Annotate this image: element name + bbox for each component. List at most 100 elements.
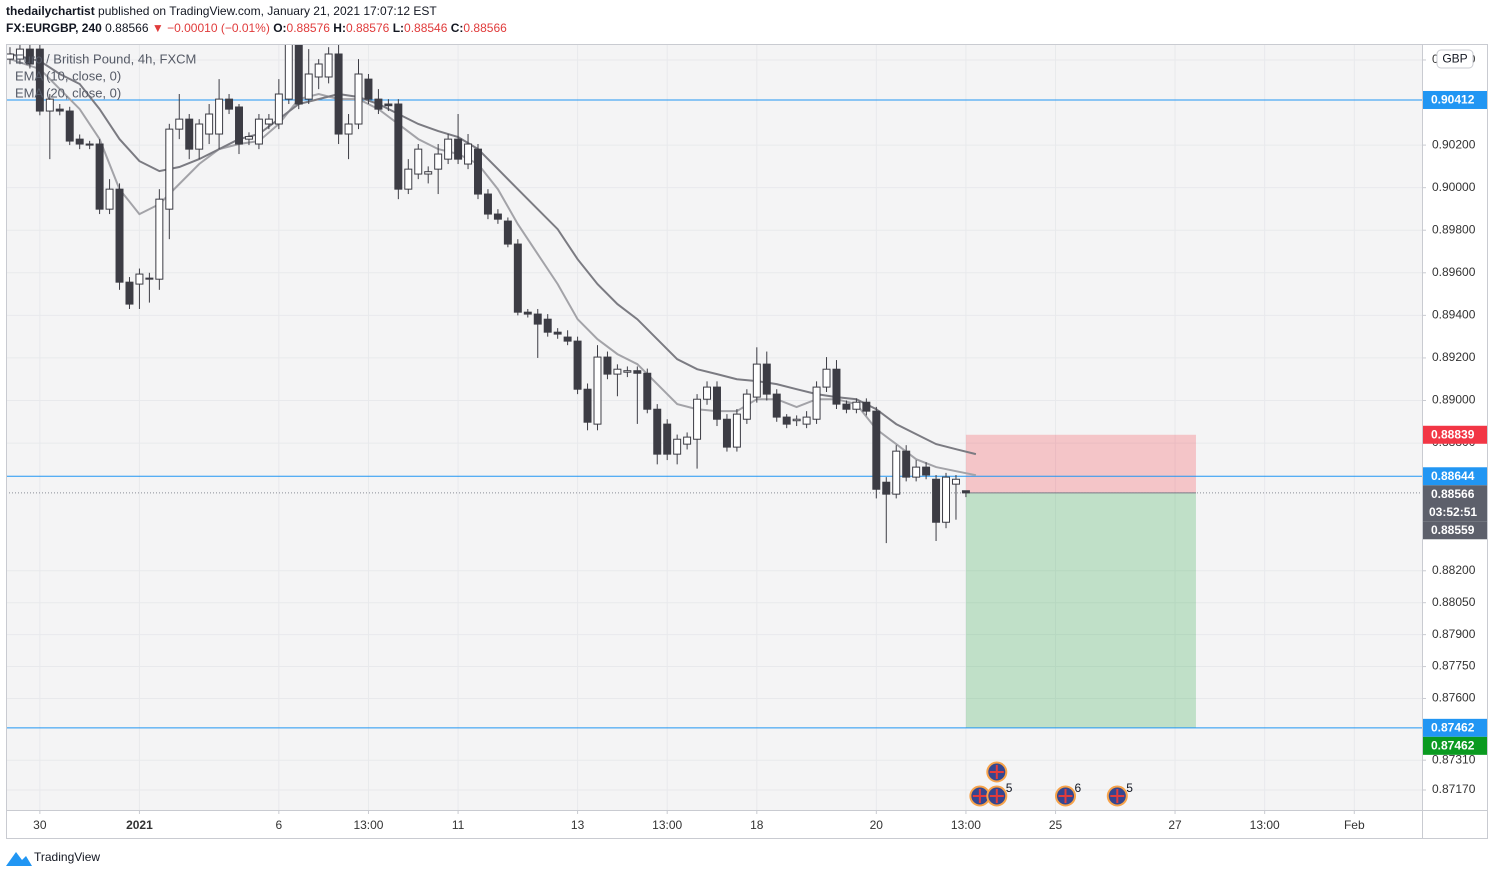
candle-body	[235, 106, 243, 145]
price-label-box	[1423, 485, 1487, 522]
candle-body	[832, 368, 841, 405]
candle-body	[165, 128, 174, 210]
event-flag	[1110, 789, 1125, 803]
candle-body	[932, 478, 941, 523]
ohlc-label: L:	[393, 21, 404, 35]
candle-body	[503, 220, 512, 245]
price-label: 0.88839	[1431, 427, 1475, 441]
countdown: 03:52:51	[1429, 505, 1477, 519]
candle-body	[543, 318, 552, 333]
y-tick-label: 0.89600	[1432, 265, 1476, 279]
candle-body	[703, 386, 712, 400]
axes: 0.906000.902000.900000.898000.896000.894…	[33, 52, 1476, 832]
price-label: 0.87462	[1431, 721, 1475, 735]
x-tick-label: Feb	[1344, 818, 1365, 832]
candle-body	[513, 243, 522, 313]
y-tick-label: 0.88050	[1432, 595, 1476, 609]
candle-body	[553, 331, 562, 335]
y-tick-label: 0.87750	[1432, 659, 1476, 673]
overlay: Euro / British Pound, 4h, FXCM EMA (10, …	[15, 49, 1487, 807]
price-label: 0.87462	[1431, 739, 1475, 753]
candle-body	[95, 143, 104, 210]
candle-body	[344, 123, 353, 135]
y-tick-label: 0.89400	[1432, 308, 1476, 322]
candle-body	[961, 490, 970, 494]
price-label: 0.90412	[1431, 93, 1475, 107]
candle-body	[722, 418, 731, 448]
footer-logo: TradingView	[6, 850, 100, 866]
ohlc-label: H:	[333, 21, 346, 35]
price-label-box	[1423, 521, 1487, 540]
candle-body	[155, 198, 164, 280]
candle-body	[732, 413, 741, 448]
frame	[6, 44, 1488, 839]
candle-body	[424, 171, 433, 175]
candle-body	[205, 113, 214, 135]
candle-body	[185, 118, 194, 150]
x-tick-label: 30	[33, 818, 47, 832]
candle-body	[274, 93, 283, 125]
x-tick-label: 13:00	[353, 818, 383, 832]
stop-zone	[965, 434, 1196, 493]
candle-body	[673, 438, 682, 455]
candle-body	[264, 118, 273, 125]
candle-body	[105, 188, 114, 210]
symbol-line: FX:EURGBP, 240 0.88566 ▼ −0.00010 (−0.01…	[6, 21, 507, 35]
candle-body	[464, 143, 473, 165]
symbol: FX:EURGBP, 240	[6, 21, 102, 35]
candle-body	[225, 98, 234, 110]
candle-body	[792, 418, 801, 422]
published: published on TradingView.com, January 21…	[98, 4, 437, 18]
candle-body	[6, 53, 14, 60]
candle-body	[215, 98, 224, 135]
candle-body	[563, 336, 572, 342]
candle-body	[653, 408, 662, 455]
candle-body	[772, 393, 781, 418]
candle-body	[483, 193, 492, 215]
candle-body	[15, 48, 24, 60]
candle-body	[135, 273, 144, 285]
candle-body	[384, 103, 393, 107]
x-tick-label: 13:00	[1250, 818, 1280, 832]
candle-body	[404, 168, 413, 190]
candle-body	[912, 466, 921, 478]
candle-body	[942, 476, 951, 523]
candle-body	[294, 44, 303, 105]
candle-body	[842, 403, 851, 410]
candle-body	[613, 368, 622, 375]
candle-body	[852, 401, 861, 410]
legend-title: Euro / British Pound, 4h, FXCM	[15, 51, 196, 66]
plot	[6, 44, 1422, 810]
candle-body	[254, 118, 263, 145]
x-tick-label: 6	[276, 818, 283, 832]
change: ▼ −0.00010 (−0.01%)	[152, 21, 270, 35]
candle-body	[354, 73, 363, 125]
candle-body	[35, 48, 44, 112]
candle-body	[85, 143, 94, 146]
price-label-box	[1423, 467, 1487, 486]
candle-body	[334, 53, 343, 135]
candle-body	[55, 108, 64, 112]
candle-body	[742, 393, 751, 420]
candle-body	[762, 363, 771, 395]
candle-body	[693, 398, 702, 440]
candle-body	[414, 148, 423, 175]
candle-body	[862, 401, 871, 412]
event-count: 6	[1075, 781, 1082, 795]
candle-body	[115, 188, 124, 283]
price-label: 0.88644	[1431, 469, 1475, 483]
candle-body	[314, 63, 323, 78]
candle-body	[872, 410, 881, 490]
event-flag	[989, 789, 1004, 803]
candle-body	[663, 423, 672, 455]
currency-badge	[1436, 49, 1474, 69]
y-tick-label: 0.90200	[1432, 137, 1476, 151]
x-tick-label: 18	[750, 818, 764, 832]
ohlc-label: O:	[273, 21, 286, 35]
candle-body	[394, 103, 403, 190]
candle-body	[882, 481, 891, 495]
x-tick-label: 13	[571, 818, 585, 832]
event-flag	[989, 765, 1004, 779]
currency: GBP	[1442, 52, 1467, 66]
candle-body	[782, 416, 791, 425]
